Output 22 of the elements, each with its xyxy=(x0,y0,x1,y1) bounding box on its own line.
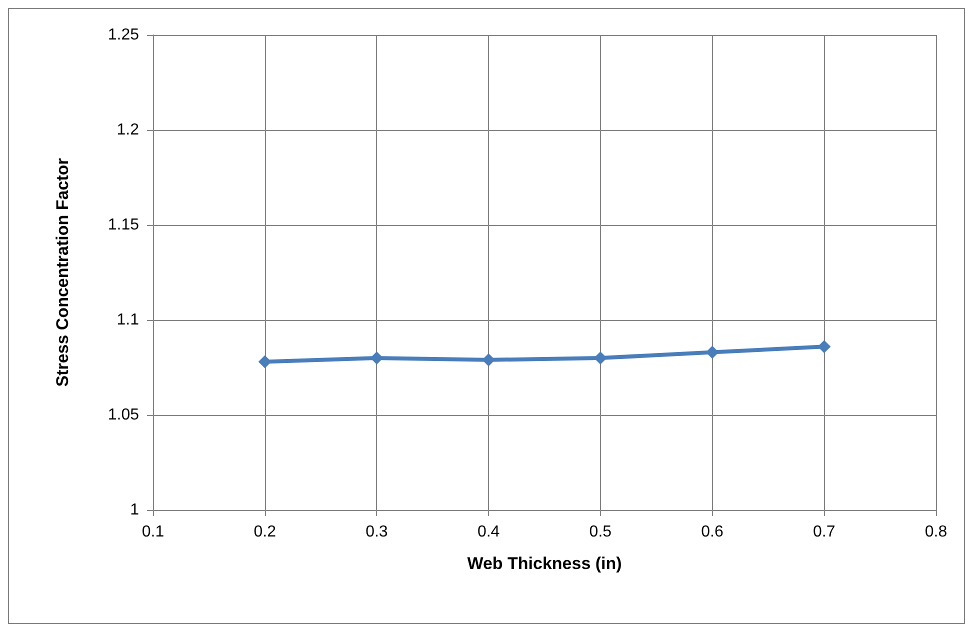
y-tick-label: 1.15 xyxy=(108,216,140,234)
x-tick-label: 0.3 xyxy=(366,524,388,540)
y-tick-label: 1.1 xyxy=(116,312,140,328)
y-tick-label: 1.2 xyxy=(116,122,140,138)
x-tick-label: 0.5 xyxy=(589,524,612,540)
y-tick-label: 1 xyxy=(130,502,140,518)
x-tick-label: 0.6 xyxy=(701,524,724,540)
y-tick-label: 1.25 xyxy=(108,26,140,44)
point xyxy=(594,352,607,364)
x-tick-label: 0.2 xyxy=(254,524,276,540)
point xyxy=(706,346,719,359)
x-tick-label: 0.4 xyxy=(477,524,500,540)
x-tick-label: 0.1 xyxy=(142,524,164,540)
y-tick-label: 1.05 xyxy=(108,406,140,424)
x-axis-title: Web Thickness (in) xyxy=(467,554,622,573)
point xyxy=(258,355,272,368)
point xyxy=(482,353,496,366)
point xyxy=(370,352,384,364)
x-tick-label: 0.8 xyxy=(924,524,948,540)
point xyxy=(818,340,831,354)
x-tick-label: 0.7 xyxy=(813,524,836,540)
y-axis-title: Stress Concentration Factor xyxy=(53,158,72,387)
